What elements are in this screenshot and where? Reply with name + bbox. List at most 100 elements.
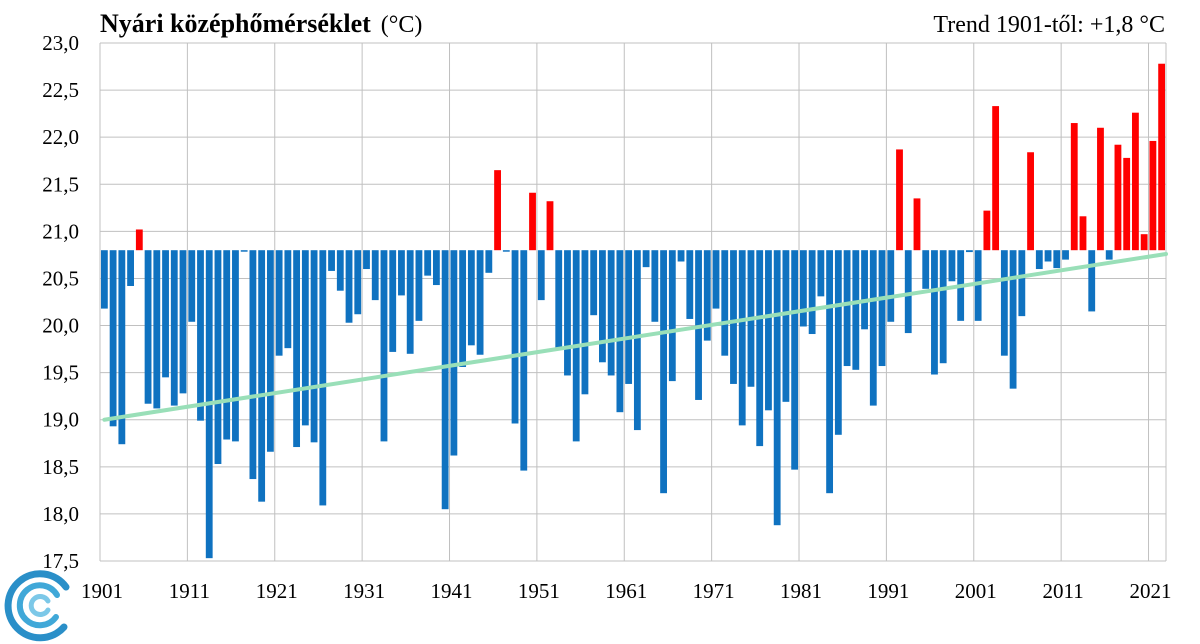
bar-1953 [555, 250, 563, 349]
bar-2003 [992, 106, 1000, 251]
bar-2012 [1070, 123, 1078, 251]
bar-2014 [1088, 250, 1096, 312]
x-tick-label: 2011 [1043, 579, 1084, 603]
x-tick-label: 2021 [1130, 579, 1172, 603]
bar-2001 [974, 250, 982, 321]
bar-2000 [965, 250, 973, 253]
bar-1971 [712, 250, 720, 309]
bar-1942 [459, 250, 467, 367]
bar-1979 [782, 250, 790, 402]
bar-1995 [922, 250, 930, 289]
x-tick-label: 1971 [693, 579, 735, 603]
bar-1968 [686, 250, 694, 319]
bar-1950 [529, 192, 536, 251]
bar-1945 [485, 250, 493, 273]
bar-1997 [939, 250, 947, 364]
bar-1922 [284, 250, 292, 349]
bar-1973 [730, 250, 737, 384]
bar-1941 [450, 250, 458, 456]
x-tick-label: 1951 [518, 579, 560, 603]
bar-1902 [109, 250, 117, 427]
bar-1924 [301, 250, 309, 426]
bar-1983 [817, 250, 825, 297]
bar-1919 [258, 250, 266, 502]
chart-bars [100, 63, 1166, 559]
bar-1921 [275, 250, 283, 356]
bar-1909 [170, 250, 178, 406]
y-tick-label: 20,5 [42, 266, 79, 290]
y-tick-label: 22,5 [42, 78, 79, 102]
chart-title-group: Nyári középhőmérséklet (°C) [100, 9, 422, 38]
bar-1949 [520, 250, 528, 471]
bar-1904 [127, 250, 134, 286]
bar-1929 [345, 250, 353, 323]
bar-2011 [1062, 250, 1069, 260]
bar-1911 [188, 250, 196, 322]
y-tick-label: 18,0 [42, 502, 79, 526]
bar-1947 [502, 250, 510, 252]
bar-2002 [983, 210, 991, 251]
x-tick-label: 1941 [431, 579, 473, 603]
bar-2005 [1009, 250, 1017, 389]
bar-1927 [328, 250, 335, 271]
y-tick-label: 21,5 [42, 172, 79, 196]
chart-title: Nyári középhőmérséklet [100, 9, 371, 38]
bar-1925 [310, 250, 318, 443]
bar-1961 [625, 250, 633, 384]
bar-2016 [1105, 250, 1113, 260]
x-tick-label: 1981 [780, 579, 822, 603]
bar-2019 [1132, 112, 1139, 251]
bar-1930 [354, 250, 362, 315]
bar-1986 [843, 250, 851, 367]
swirl-logo-icon [4, 570, 70, 642]
bar-1972 [721, 250, 729, 356]
bar-1928 [336, 250, 344, 291]
bar-1952 [546, 201, 554, 251]
x-tick-label: 2001 [955, 579, 997, 603]
x-tick-label: 1961 [605, 579, 647, 603]
bar-1948 [511, 250, 519, 424]
bar-1915 [223, 250, 231, 440]
y-tick-label: 19,0 [42, 408, 79, 432]
bar-1981 [799, 250, 807, 327]
bar-1939 [432, 250, 440, 286]
bar-1996 [931, 250, 938, 375]
bar-1907 [153, 250, 161, 409]
bar-1910 [179, 250, 187, 394]
bar-2004 [1000, 250, 1008, 356]
bar-2022 [1158, 63, 1166, 251]
bar-2006 [1018, 250, 1026, 317]
x-tick-label: 1911 [169, 579, 210, 603]
x-tick-label: 1901 [81, 579, 123, 603]
bar-2009 [1044, 250, 1052, 262]
bar-1976 [756, 250, 764, 447]
bar-2008 [1035, 250, 1043, 270]
bar-2013 [1079, 216, 1087, 251]
bar-1937 [415, 250, 423, 321]
bar-1974 [738, 250, 746, 426]
bar-1944 [476, 250, 484, 355]
bar-1978 [773, 250, 781, 526]
bar-1936 [406, 250, 414, 354]
trend-annotation: Trend 1901-től: +1,8 °C [933, 12, 1165, 38]
x-tick-label: 1931 [343, 579, 385, 603]
y-tick-label: 20,0 [42, 314, 79, 338]
bar-1967 [677, 250, 685, 262]
bar-1934 [389, 250, 397, 352]
bar-1940 [441, 250, 449, 510]
y-tick-label: 18,5 [42, 455, 79, 479]
bar-1920 [266, 250, 274, 452]
bar-1989 [869, 250, 877, 406]
bar-1966 [668, 250, 676, 382]
bar-1932 [371, 250, 379, 301]
bar-1984 [826, 250, 834, 494]
y-tick-label: 21,0 [42, 219, 79, 243]
bar-1905 [135, 229, 143, 251]
bar-1991 [887, 250, 895, 322]
bar-1998 [948, 250, 956, 282]
bar-1954 [564, 250, 571, 376]
bar-2015 [1097, 127, 1104, 251]
x-tick-label: 1921 [256, 579, 298, 603]
y-tick-label: 23,0 [42, 31, 79, 55]
